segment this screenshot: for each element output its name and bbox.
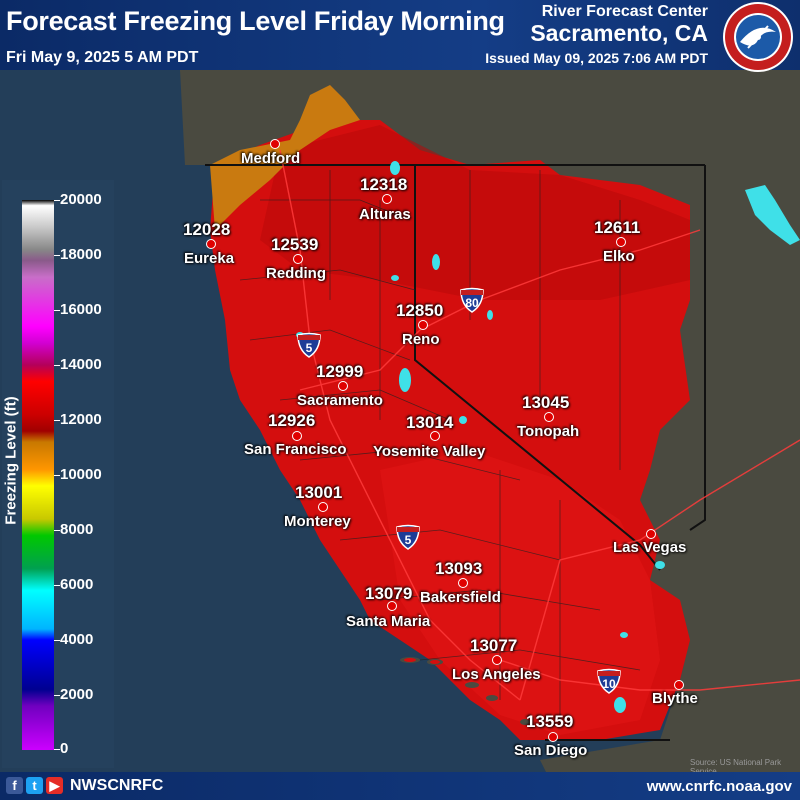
legend-title: Freezing Level (ft): [2, 396, 20, 525]
freezing-value: 13001: [295, 483, 343, 502]
city-label: Redding: [266, 265, 326, 282]
station-dot: [544, 412, 554, 422]
valid-time: Fri May 9, 2025 5 AM PDT: [6, 49, 199, 66]
freezing-value: 12999: [316, 362, 364, 381]
map-title: Forecast Freezing Level Friday Morning: [6, 6, 505, 36]
youtube-icon[interactable]: ▶: [46, 777, 63, 794]
freezing-value: 13079: [365, 584, 413, 603]
legend-tick: 2000: [60, 686, 94, 703]
city-label: San Diego: [514, 742, 588, 759]
city-label: Reno: [402, 331, 440, 348]
city-label: Sacramento: [297, 392, 383, 409]
nws-logo-icon: [723, 2, 793, 72]
station-dot: [387, 601, 397, 611]
station-dot: [293, 254, 303, 264]
legend-tick: 8000: [60, 521, 94, 538]
legend-tick: 20000: [60, 191, 102, 208]
interstate-shield-icon: 10: [597, 668, 621, 694]
station-dot: [458, 578, 468, 588]
social-links: f t ▶: [6, 777, 63, 794]
interstate-shield-icon: 5: [297, 332, 321, 358]
legend-tick: 4000: [60, 631, 94, 648]
freezing-value: 12926: [268, 411, 316, 430]
website-link[interactable]: www.cnrfc.noaa.gov: [646, 778, 792, 795]
social-handle[interactable]: NWSCNRFC: [70, 777, 164, 794]
color-legend: 20000 18000 16000 14000 12000 10000 8000…: [2, 180, 114, 768]
freezing-value: 13077: [470, 636, 518, 655]
legend-tick: 14000: [60, 356, 102, 373]
interstate-shield-icon: 5: [396, 524, 420, 550]
interstate-shield-icon: 80: [460, 287, 484, 313]
facebook-icon[interactable]: f: [6, 777, 23, 794]
freezing-value: 13559: [526, 712, 574, 731]
highway-number: 10: [602, 677, 616, 691]
freezing-region-10000-12000: [210, 85, 360, 230]
footer-bar: f t ▶ NWSCNRFC www.cnrfc.noaa.gov: [0, 772, 800, 800]
rfc-name: River Forecast Center: [541, 3, 708, 20]
freezing-value: 12539: [271, 235, 319, 254]
city-label: Monterey: [284, 513, 351, 530]
freezing-value: 12028: [183, 220, 231, 239]
station-dot: [548, 732, 558, 742]
freezing-value: 13093: [435, 559, 483, 578]
legend-tick: 16000: [60, 301, 102, 318]
legend-tick: 6000: [60, 576, 94, 593]
station-dot: [430, 431, 440, 441]
station-dot: [270, 139, 280, 149]
rfc-location: Sacramento, CA: [530, 20, 708, 46]
city-label: San Francisco: [244, 441, 347, 458]
city-label: Alturas: [359, 206, 411, 223]
station-dot: [492, 655, 502, 665]
freezing-value: 13045: [522, 393, 570, 412]
station-dot: [382, 194, 392, 204]
header-bar: Forecast Freezing Level Friday Morning F…: [0, 0, 800, 72]
twitter-icon[interactable]: t: [26, 777, 43, 794]
legend-tick: 12000: [60, 411, 102, 428]
station-dot: [616, 237, 626, 247]
station-dot: [338, 381, 348, 391]
freezing-value: 13014: [406, 413, 454, 432]
station-dot: [292, 431, 302, 441]
city-label: Los Angeles: [452, 666, 541, 683]
freezing-value: 12611: [594, 218, 641, 237]
city-label: Bakersfield: [420, 589, 501, 606]
city-label: Tonopah: [517, 423, 580, 440]
city-label: Yosemite Valley: [373, 443, 486, 460]
issued-time: Issued May 09, 2025 7:06 AM PDT: [485, 50, 708, 66]
legend-color-bar: [22, 200, 54, 750]
city-label: Las Vegas: [613, 539, 687, 556]
legend-tick: 18000: [60, 246, 102, 263]
city-label: Elko: [603, 248, 635, 265]
station-dot: [674, 680, 684, 690]
highway-number: 5: [405, 533, 412, 547]
station-dot: [318, 502, 328, 512]
station-dot: [418, 320, 428, 330]
city-label: Eureka: [184, 250, 235, 267]
map-credit: Source: US National Park Service: [690, 758, 782, 776]
legend-tick: 0: [60, 740, 69, 757]
legend-tick: 10000: [60, 466, 102, 483]
highway-number: 80: [465, 296, 479, 310]
station-dot: [646, 529, 656, 539]
highway-number: 5: [306, 341, 313, 355]
city-label: Blythe: [652, 690, 698, 707]
freezing-value: 12850: [396, 301, 444, 320]
city-label: Medford: [241, 150, 301, 167]
freezing-value: 12318: [360, 175, 408, 194]
city-label: Santa Maria: [346, 613, 431, 630]
station-dot: [206, 239, 216, 249]
